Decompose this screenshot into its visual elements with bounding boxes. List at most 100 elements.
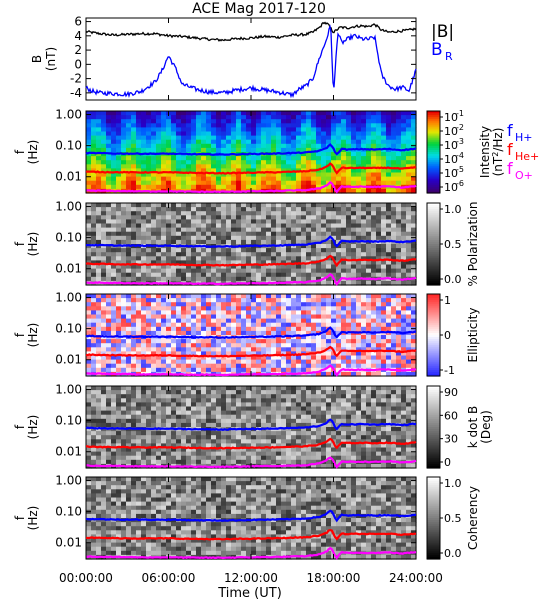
legend-f-hplus: f — [507, 121, 513, 140]
kdotb-colorbar-tick-label: 60 — [444, 409, 458, 422]
intensity-colorbar-tick-label: 10 — [444, 111, 458, 124]
ellipticity-colorbar-tick-label: 1 — [444, 294, 451, 307]
legend-f-heplus: f — [507, 140, 513, 159]
spectrogram-panel-kdotb: 1.00 0.10 0.01 f (Hz) 90 60 30 0 k dot B (Deg) — [13, 383, 493, 469]
intensity-colorbar-frame — [426, 110, 441, 194]
b-y-tick-label: -2 — [70, 72, 82, 86]
kdotb-colorbar-units: (Deg) — [479, 410, 493, 444]
intensity-y-units: (Hz) — [26, 140, 40, 165]
intensity-y-tick-label: 0.10 — [55, 139, 82, 153]
spectrogram-panel-coherency: 1.00 0.10 0.01 f (Hz) 1.0 0.5 0.0 Coherency — [13, 474, 480, 560]
polarization-freq-line-hplus — [85, 235, 417, 248]
polarization-freq-line-heplus — [85, 254, 417, 268]
coherency-colorbar: 1.0 0.5 0.0 Coherency — [426, 476, 480, 560]
ellipticity-raster — [86, 294, 417, 377]
intensity-colorbar-units: (nT2/Hz) — [491, 128, 506, 177]
ellipticity-y-tick-label: 0.10 — [55, 322, 82, 336]
spectrogram-panel-ellipticity: 1.00 0.10 0.01 f (Hz) 1 0 -1 Ellipticity — [13, 291, 480, 377]
ellipticity-y-tick-label: 1.00 — [55, 291, 82, 305]
polarization-colorbar: 1.0 0.5 0.0 % Polarization — [426, 202, 480, 287]
intensity-colorbar-label: Intensity — [478, 126, 492, 178]
x-tick-label: 18:00:00 — [307, 571, 361, 585]
ellipticity-freq-line-hplus — [85, 326, 417, 339]
x-tick-label: 24:00:00 — [389, 571, 443, 585]
intensity-freq-line-heplus — [85, 162, 417, 175]
coherency-y-units: (Hz) — [26, 506, 40, 531]
intensity-colorbar-tick-exponent: -1 — [456, 109, 464, 118]
intensity-colorbar-tick-label: 10 — [444, 139, 458, 152]
ellipticity-y-label: f — [13, 332, 27, 337]
polarization-colorbar-tick-label: 1.0 — [444, 203, 462, 216]
intensity-freq-line-hplus — [85, 143, 417, 156]
coherency-freq-line-heplus — [85, 528, 417, 541]
legend-f-oplus: f — [507, 159, 513, 178]
x-tick-label: 12:00:00 — [224, 571, 278, 585]
polarization-y-label: f — [13, 241, 27, 246]
coherency-colorbar-label: Coherency — [466, 486, 480, 550]
b-field-plot-frame — [85, 17, 417, 101]
kdotb-colorbar-frame — [426, 385, 441, 469]
kdotb-y-label: f — [13, 424, 27, 429]
kdotb-colorbar-label: k dot B — [466, 406, 480, 448]
kdotb-freq-line-heplus — [86, 437, 417, 450]
b-y-tick-label: 2 — [74, 43, 82, 57]
b-y-tick-label: 0 — [74, 57, 82, 71]
x-tick-label: 06:00:00 — [142, 571, 196, 585]
intensity-raster — [86, 111, 417, 194]
intensity-colorbar-tick-exponent: -4 — [456, 151, 464, 160]
ellipticity-colorbar-tick-label: -1 — [444, 364, 455, 377]
x-tick-label: 00:00:00 — [59, 571, 113, 585]
kdotb-colorbar: 90 60 30 0 k dot B (Deg) — [426, 385, 493, 469]
b-y-tick-label: 4 — [74, 29, 82, 43]
kdotb-colorbar-tick-label: 90 — [444, 386, 458, 399]
intensity-colorbar-tick-exponent: -6 — [456, 179, 464, 188]
intensity-y-label: f — [13, 149, 27, 154]
intensity-colorbar-tick-exponent: -3 — [456, 137, 464, 146]
intensity-y-tick-label: 0.01 — [55, 170, 82, 184]
legend-b-r-subscript: R — [445, 50, 453, 63]
ellipticity-y-tick-label: 0.01 — [55, 353, 82, 367]
intensity-colorbar-tick-exponent: -5 — [456, 165, 464, 174]
kdotb-colorbar-tick-label: 0 — [444, 456, 451, 469]
intensity-colorbar-tick-label: 10 — [444, 181, 458, 194]
polarization-y-tick-label: 0.10 — [55, 231, 82, 245]
intensity-colorbar-tick-label: 10 — [444, 167, 458, 180]
legend-f-subscript-heplus: He+ — [515, 150, 539, 163]
spectrogram-panel-intensity: 1.000.100.01f (Hz)10-110-210-310-410-510-… — [13, 108, 539, 194]
kdotb-colorbar-tick-label: 30 — [444, 433, 458, 446]
ellipticity-colorbar-tick-label: 0 — [444, 329, 451, 342]
polarization-colorbar-label: % Polarization — [466, 202, 480, 287]
b-y-label: B — [30, 55, 44, 63]
coherency-freq-line-hplus — [85, 509, 417, 523]
kdotb-y-tick-label: 1.00 — [55, 383, 82, 397]
legend-f-subscript-oplus: O+ — [515, 169, 533, 182]
polarization-y-tick-label: 1.00 — [55, 200, 82, 214]
legend-b-magnitude: |B| — [431, 22, 454, 42]
polarization-colorbar-tick-label: 0.5 — [444, 238, 462, 251]
kdotb-raster — [86, 386, 417, 469]
intensity-colorbar-tick-exponent: -2 — [456, 123, 464, 132]
intensity-colorbar-tick-label: 10 — [444, 125, 458, 138]
spectrogram-panel-polarization: 1.00 0.10 0.01 f (Hz) 1.0 0.5 0.0 % Polarization — [13, 200, 480, 287]
polarization-y-units: (Hz) — [26, 232, 40, 257]
series-line-b-r — [85, 24, 417, 99]
legend-b-r: B — [431, 40, 443, 60]
polarization-colorbar-tick-label: 0.0 — [444, 273, 462, 286]
b-y-units: (nT) — [44, 47, 58, 71]
b-y-tick-label: -4 — [70, 86, 82, 100]
coherency-y-tick-label: 1.00 — [55, 474, 82, 488]
kdotb-y-tick-label: 0.10 — [55, 414, 82, 428]
kdotb-y-tick-label: 0.01 — [55, 445, 82, 459]
intensity-colorbar-units-tail: /Hz) — [491, 128, 505, 152]
coherency-y-label: f — [13, 515, 27, 520]
coherency-colorbar-tick-label: 0.5 — [444, 512, 462, 525]
coherency-colorbar-tick-label: 0.0 — [444, 547, 462, 560]
b-y-tick-label: 6 — [74, 15, 82, 29]
intensity-y-tick-label: 1.00 — [55, 108, 82, 122]
coherency-y-tick-label: 0.01 — [55, 536, 82, 550]
x-axis-label: Time (UT) — [217, 586, 282, 600]
ellipticity-freq-line-heplus — [85, 345, 417, 358]
legend-f-subscript-hplus: H+ — [515, 131, 533, 144]
